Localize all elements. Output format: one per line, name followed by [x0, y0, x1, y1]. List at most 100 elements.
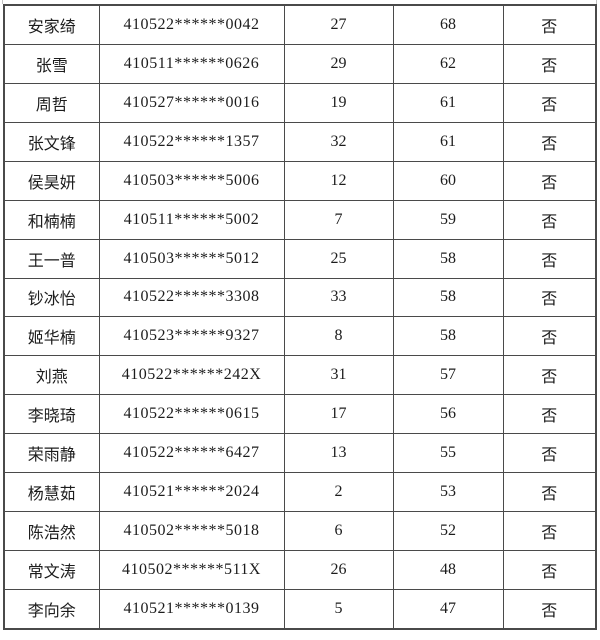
flag-cell: 否: [502, 277, 597, 318]
table-row: 陈浩然 410502******5018 6 52 否: [3, 510, 597, 551]
number-2-cell: 61: [392, 121, 504, 162]
number-1-cell: 29: [283, 44, 394, 85]
name-cell: 张雪: [3, 44, 100, 85]
number-1-cell: 13: [283, 433, 394, 473]
number-1-cell: 31: [283, 355, 394, 396]
flag-cell: 否: [502, 471, 597, 512]
id-number-cell: 410522******242X: [98, 355, 285, 396]
flag-cell: 否: [502, 394, 597, 435]
name-cell: 常文涛: [3, 549, 100, 590]
number-1-cell: 7: [283, 199, 394, 240]
id-number-cell: 410503******5012: [98, 238, 285, 279]
number-2-cell: 48: [392, 549, 504, 590]
number-2-cell: 68: [392, 4, 504, 46]
id-number-cell: 410527******0016: [98, 83, 285, 123]
id-number-cell: 410522******0615: [98, 394, 285, 435]
number-2-cell: 58: [392, 238, 504, 279]
id-number-cell: 410511******5002: [98, 199, 285, 240]
number-2-cell: 58: [392, 277, 504, 318]
table-row: 李晓琦 410522******0615 17 56 否: [3, 394, 597, 435]
flag-cell: 否: [502, 316, 597, 357]
roster-table: 安家绮 410522******0042 27 68 否 张雪 410511**…: [3, 4, 597, 630]
flag-cell: 否: [502, 238, 597, 279]
name-cell: 陈浩然: [3, 510, 100, 551]
name-cell: 李晓琦: [3, 394, 100, 435]
name-cell: 张文锋: [3, 121, 100, 162]
name-cell: 刘燕: [3, 355, 100, 396]
number-1-cell: 19: [283, 83, 394, 123]
number-1-cell: 6: [283, 510, 394, 551]
table-row: 荣雨静 410522******6427 13 55 否: [3, 433, 597, 473]
number-1-cell: 5: [283, 588, 394, 630]
number-1-cell: 8: [283, 316, 394, 357]
flag-cell: 否: [502, 355, 597, 396]
number-1-cell: 25: [283, 238, 394, 279]
table-row: 张雪 410511******0626 29 62 否: [3, 44, 597, 85]
name-cell: 荣雨静: [3, 433, 100, 473]
name-cell: 钞冰怡: [3, 277, 100, 318]
name-cell: 周哲: [3, 83, 100, 123]
id-number-cell: 410522******6427: [98, 433, 285, 473]
flag-cell: 否: [502, 83, 597, 123]
table-row: 周哲 410527******0016 19 61 否: [3, 83, 597, 123]
number-2-cell: 55: [392, 433, 504, 473]
table-row: 侯昊妍 410503******5006 12 60 否: [3, 160, 597, 201]
number-1-cell: 32: [283, 121, 394, 162]
number-2-cell: 53: [392, 471, 504, 512]
number-2-cell: 62: [392, 44, 504, 85]
id-number-cell: 410521******2024: [98, 471, 285, 512]
table-row: 杨慧茹 410521******2024 2 53 否: [3, 471, 597, 512]
cropped-row-border-left: [2, 0, 3, 4]
id-number-cell: 410502******5018: [98, 510, 285, 551]
number-2-cell: 61: [392, 83, 504, 123]
id-number-cell: 410522******1357: [98, 121, 285, 162]
table-row: 钞冰怡 410522******3308 33 58 否: [3, 277, 597, 318]
id-number-cell: 410502******511X: [98, 549, 285, 590]
number-2-cell: 60: [392, 160, 504, 201]
table-row: 和楠楠 410511******5002 7 59 否: [3, 199, 597, 240]
number-1-cell: 27: [283, 4, 394, 46]
id-number-cell: 410521******0139: [98, 588, 285, 630]
flag-cell: 否: [502, 588, 597, 630]
flag-cell: 否: [502, 510, 597, 551]
flag-cell: 否: [502, 44, 597, 85]
name-cell: 王一普: [3, 238, 100, 279]
table-row: 常文涛 410502******511X 26 48 否: [3, 549, 597, 590]
name-cell: 安家绮: [3, 4, 100, 46]
number-1-cell: 12: [283, 160, 394, 201]
id-number-cell: 410511******0626: [98, 44, 285, 85]
id-number-cell: 410522******3308: [98, 277, 285, 318]
table-row: 刘燕 410522******242X 31 57 否: [3, 355, 597, 396]
id-number-cell: 410523******9327: [98, 316, 285, 357]
flag-cell: 否: [502, 4, 597, 46]
name-cell: 侯昊妍: [3, 160, 100, 201]
roster-table-body: 安家绮 410522******0042 27 68 否 张雪 410511**…: [3, 4, 597, 630]
number-2-cell: 57: [392, 355, 504, 396]
flag-cell: 否: [502, 199, 597, 240]
name-cell: 杨慧茹: [3, 471, 100, 512]
name-cell: 姬华楠: [3, 316, 100, 357]
flag-cell: 否: [502, 549, 597, 590]
table-row: 姬华楠 410523******9327 8 58 否: [3, 316, 597, 357]
flag-cell: 否: [502, 433, 597, 473]
number-2-cell: 58: [392, 316, 504, 357]
number-1-cell: 2: [283, 471, 394, 512]
number-2-cell: 56: [392, 394, 504, 435]
name-cell: 李向余: [3, 588, 100, 630]
flag-cell: 否: [502, 160, 597, 201]
name-cell: 和楠楠: [3, 199, 100, 240]
table-row: 李向余 410521******0139 5 47 否: [3, 588, 597, 630]
table-row: 张文锋 410522******1357 32 61 否: [3, 121, 597, 162]
table-row: 王一普 410503******5012 25 58 否: [3, 238, 597, 279]
table-row: 安家绮 410522******0042 27 68 否: [3, 4, 597, 46]
number-2-cell: 59: [392, 199, 504, 240]
number-2-cell: 52: [392, 510, 504, 551]
number-2-cell: 47: [392, 588, 504, 630]
id-number-cell: 410503******5006: [98, 160, 285, 201]
number-1-cell: 33: [283, 277, 394, 318]
flag-cell: 否: [502, 121, 597, 162]
number-1-cell: 17: [283, 394, 394, 435]
id-number-cell: 410522******0042: [98, 4, 285, 46]
cropped-row-border-right: [596, 0, 597, 4]
